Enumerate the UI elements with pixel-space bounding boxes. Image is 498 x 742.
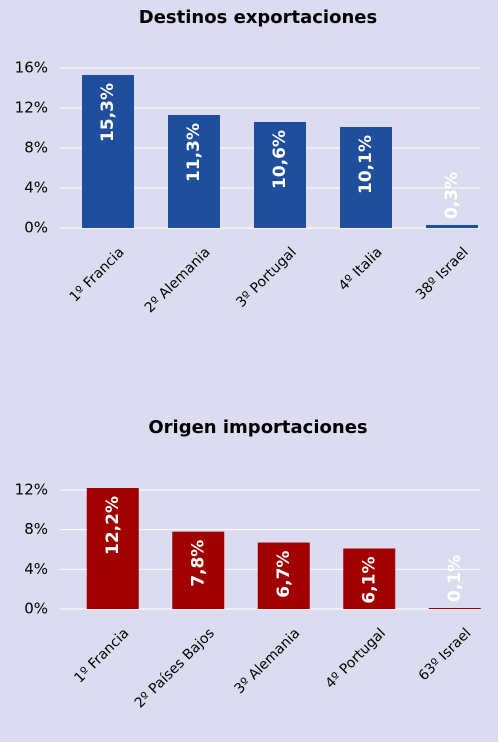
x-tick-label: 2º Alemania xyxy=(142,244,214,316)
y-tick-label: 4% xyxy=(24,179,48,197)
chart-title: Destinos exportaciones xyxy=(139,7,377,28)
value-label: 15,3% xyxy=(98,83,118,142)
x-tick-label: 3º Alemania xyxy=(232,625,304,697)
bar xyxy=(86,488,139,609)
y-tick-label: 8% xyxy=(24,139,48,157)
value-label: 10,1% xyxy=(356,135,376,194)
chart-title: Origen importaciones xyxy=(148,417,367,438)
y-tick-label: 0% xyxy=(24,219,48,237)
value-label: 11,3% xyxy=(184,123,204,182)
value-label: 6,7% xyxy=(274,551,294,598)
x-tick-label: 4º Portugal xyxy=(322,625,388,691)
value-label: 7,8% xyxy=(188,540,208,587)
y-tick-label: 4% xyxy=(24,560,48,578)
y-tick-label: 16% xyxy=(15,59,48,77)
bar xyxy=(168,115,220,228)
bar xyxy=(428,608,481,610)
bar xyxy=(257,542,310,609)
x-tick-label: 38º Israel xyxy=(413,244,472,303)
value-label: 12,2% xyxy=(103,496,123,555)
y-tick-label: 0% xyxy=(24,600,48,618)
value-label: 0,3% xyxy=(442,172,462,219)
x-tick-label: 1º Francia xyxy=(71,625,132,686)
x-tick-label: 3º Portugal xyxy=(233,244,299,310)
y-tick-label: 12% xyxy=(15,99,48,117)
value-label: 10,6% xyxy=(270,130,290,189)
bar xyxy=(82,75,134,228)
value-label: 0,1% xyxy=(445,555,465,602)
bar xyxy=(426,225,478,228)
x-tick-label: 63º Israel xyxy=(416,625,475,684)
y-tick-label: 8% xyxy=(24,520,48,538)
x-tick-label: 4º Italia xyxy=(336,244,386,294)
value-label: 6,1% xyxy=(359,557,379,604)
y-tick-label: 12% xyxy=(15,481,48,499)
bar xyxy=(254,122,306,228)
x-tick-label: 1º Francia xyxy=(67,244,128,305)
bar xyxy=(343,548,396,609)
x-tick-label: 2º Países Bajos xyxy=(132,625,218,711)
bar xyxy=(172,531,225,609)
bar xyxy=(340,127,392,228)
